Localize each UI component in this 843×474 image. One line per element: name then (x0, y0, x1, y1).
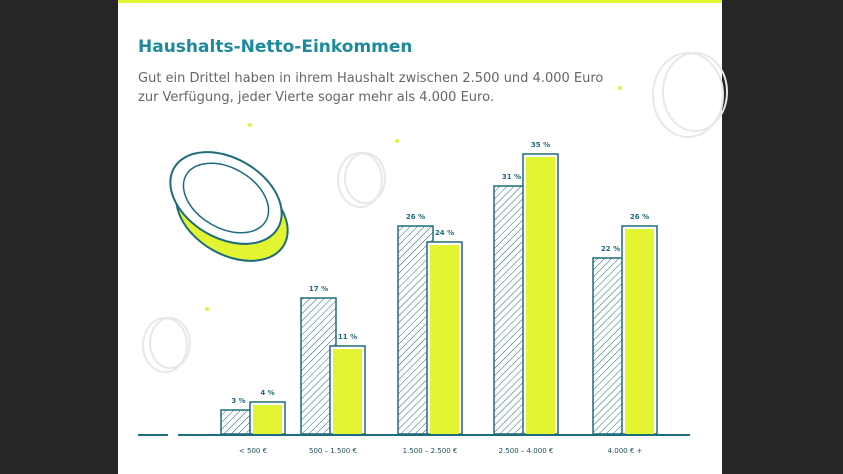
value-label: 26 % (630, 213, 649, 221)
x-tick-label: 1.500 – 2.500 € (403, 447, 458, 455)
bar-fill (526, 157, 555, 434)
top-rule (118, 0, 722, 3)
bar-fill (625, 229, 654, 434)
x-tick-label: < 500 € (239, 447, 267, 455)
x-tick-label: 500 – 1.500 € (309, 447, 357, 455)
value-label: 24 % (435, 229, 454, 237)
value-label: 35 % (531, 141, 550, 149)
value-label: 4 % (260, 389, 274, 397)
subtitle: zur Verfügung, jeder Vierte sogar mehr a… (138, 90, 494, 105)
bar-fill (253, 405, 282, 434)
x-tick-label: 2.500 – 4.000 € (499, 447, 554, 455)
value-label: 17 % (309, 285, 328, 293)
bar-fill (430, 245, 459, 434)
value-label: 31 % (502, 173, 521, 181)
value-label: 3 % (231, 397, 245, 405)
value-label: 11 % (338, 333, 357, 341)
value-label: 26 % (406, 213, 425, 221)
value-label: 22 % (601, 245, 620, 253)
bar-fill (333, 349, 362, 434)
chart-title: Haushalts-Netto-Einkommen (138, 37, 413, 57)
x-tick-label: 4.000 € + (608, 447, 643, 455)
subtitle: Gut ein Drittel haben in ihrem Haushalt … (138, 71, 603, 86)
decoration (142, 52, 728, 373)
